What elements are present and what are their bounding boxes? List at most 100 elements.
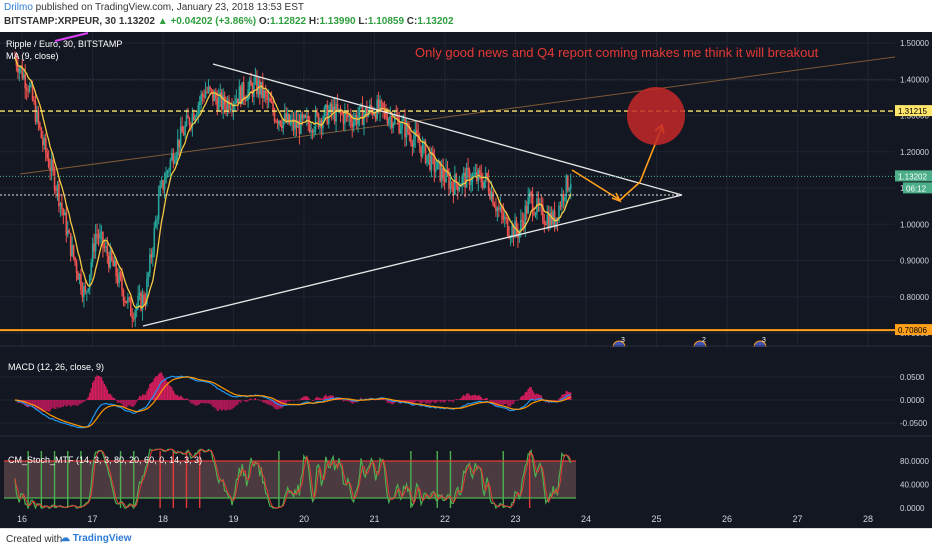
candle-body (102, 232, 104, 247)
macd-histogram-bar (217, 400, 218, 411)
candle-body (162, 180, 164, 189)
candle-body (533, 213, 535, 215)
macd-histogram-bar (505, 400, 506, 404)
candle-body (271, 102, 273, 103)
tradingview-logo[interactable]: ☁ TradingView (60, 533, 132, 544)
macd-histogram-bar (483, 399, 484, 400)
candle-body (73, 245, 75, 257)
candle-body (239, 86, 241, 103)
macd-histogram-bar (266, 400, 267, 404)
macd-histogram-bar (132, 400, 133, 407)
time-tick-label: 16 (17, 514, 27, 524)
candle-body (303, 115, 305, 118)
chart-svg[interactable]: 1.500001.400001.300001.200001.100001.000… (0, 32, 932, 528)
candle-body (404, 119, 406, 137)
candle-body (55, 190, 57, 191)
candle-body (382, 103, 384, 109)
macd-histogram-bar (164, 378, 165, 400)
event-marker-1-count: 3 (621, 337, 625, 344)
macd-histogram-bar (486, 398, 487, 400)
candle-body (183, 133, 185, 136)
candle-body (143, 295, 145, 303)
candle-body (269, 98, 271, 102)
candle-body (391, 116, 393, 128)
candle-body (306, 116, 308, 117)
candle-body (142, 295, 144, 310)
created-with-text: Created with (6, 534, 62, 545)
candle-body (522, 220, 524, 222)
candle-body (498, 208, 500, 209)
macd-histogram-bar (466, 394, 467, 400)
macd-histogram-bar (49, 400, 50, 411)
macd-histogram-bar (215, 400, 216, 409)
candle-body (428, 153, 430, 155)
macd-histogram-bar (473, 395, 474, 400)
macd-histogram-bar (385, 400, 386, 401)
candle-body (174, 160, 176, 163)
candle-body (61, 203, 63, 209)
macd-histogram-bar (77, 400, 78, 406)
macd-histogram-bar (459, 399, 460, 400)
price-tick-label: 0.90000 (900, 257, 929, 266)
candle-body (458, 187, 460, 191)
publish-text: published on TradingView.com, January 23… (36, 2, 304, 13)
candle-body (212, 90, 214, 102)
candle-body (137, 296, 139, 306)
macd-histogram-bar (529, 387, 530, 400)
candle-body (410, 135, 412, 143)
candle-body (451, 182, 453, 188)
macd-histogram-bar (134, 400, 135, 405)
time-tick-label: 19 (229, 514, 239, 524)
macd-histogram-bar (503, 400, 504, 405)
macd-histogram-bar (110, 394, 111, 400)
price-badge-text: 1.13202 (898, 172, 927, 181)
candle-body (159, 185, 161, 195)
candle-body (274, 112, 276, 121)
macd-title: MACD (12, 26, close, 9) (8, 362, 104, 372)
candle-body (117, 276, 119, 283)
candle-body (19, 68, 21, 72)
author-name[interactable]: Drilmo (4, 2, 33, 13)
chart-area[interactable]: 1.500001.400001.300001.200001.100001.000… (0, 32, 932, 528)
candle-body (177, 140, 179, 156)
candle-body (131, 316, 133, 318)
candle-body (341, 113, 343, 114)
candle-body (353, 121, 355, 127)
macd-histogram-bar (517, 400, 518, 401)
candle-body (497, 208, 499, 211)
macd-histogram-bar (52, 400, 53, 408)
candle-body (263, 91, 265, 98)
candle-body (130, 298, 132, 316)
macd-histogram-bar (523, 396, 524, 400)
candle-body (507, 218, 509, 235)
macd-histogram-bar (140, 397, 141, 400)
low-label: L: (358, 16, 367, 27)
candle-body (196, 114, 198, 116)
macd-histogram-bar (126, 400, 127, 408)
candle-body (83, 286, 85, 297)
macd-histogram-bar (83, 400, 84, 402)
macd-histogram-bar (220, 400, 221, 409)
macd-histogram-bar (464, 396, 465, 400)
macd-histogram-bar (462, 397, 463, 400)
time-tick-label: 22 (440, 514, 450, 524)
annotation-text[interactable]: Only good news and Q4 report coming make… (415, 45, 819, 60)
candle-body (65, 212, 67, 235)
macd-histogram-bar (112, 398, 113, 400)
macd-histogram-bar (203, 400, 204, 403)
macd-histogram-bar (206, 400, 207, 404)
candle-body (152, 252, 154, 258)
macd-histogram-bar (299, 400, 300, 401)
candle-body (319, 120, 321, 127)
candle-body (318, 114, 320, 127)
candle-body (563, 194, 565, 201)
candle-body (158, 196, 160, 220)
candle-body (436, 162, 438, 170)
candle-body (316, 112, 318, 114)
candle-body (275, 121, 277, 122)
macd-histogram-bar (211, 400, 212, 405)
target-zone-circle[interactable] (627, 87, 685, 145)
macd-histogram-bar (44, 400, 45, 411)
candle-body (356, 116, 358, 125)
macd-histogram-bar (45, 400, 46, 411)
